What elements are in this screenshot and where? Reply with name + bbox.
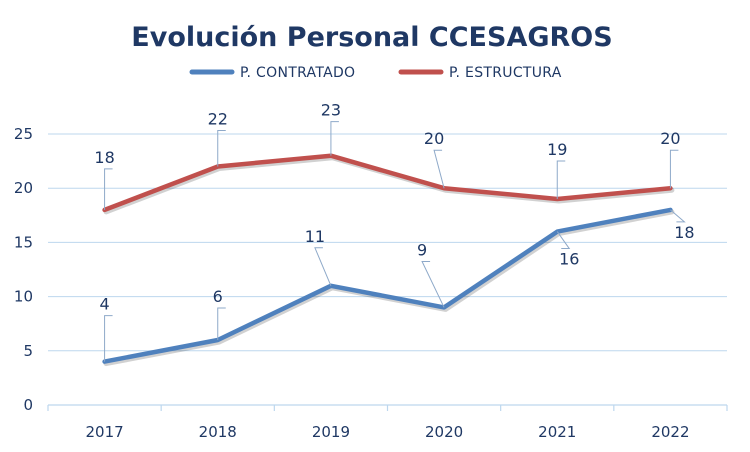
series-lines bbox=[102, 153, 675, 367]
y-axis: 0 5 10 15 20 25 bbox=[14, 125, 33, 414]
series-line-p-estructura bbox=[102, 153, 673, 213]
data-label-p-estructura-2018: 22 bbox=[208, 110, 228, 129]
leader-line-p-estructura-2022 bbox=[669, 149, 679, 189]
x-tick-label-2017: 2017 bbox=[85, 423, 123, 441]
x-tick-label-2020: 2020 bbox=[425, 423, 463, 441]
leader-line-p-estructura-2019 bbox=[330, 121, 339, 156]
y-tick-label-5: 5 bbox=[23, 342, 33, 360]
y-tick-label-15: 15 bbox=[14, 233, 33, 251]
data-label-p-estructura-2022: 20 bbox=[660, 129, 680, 148]
data-label-p-estructura-2020: 20 bbox=[424, 129, 444, 148]
data-label-p-contratado-2019: 11 bbox=[305, 227, 325, 246]
y-tick-label-20: 20 bbox=[14, 179, 33, 197]
leader-line-p-contratado-2020 bbox=[421, 260, 445, 308]
leader-line-p-contratado-2017 bbox=[104, 315, 113, 362]
x-axis: 2017 2018 2019 2020 2021 2022 bbox=[47, 404, 728, 441]
data-labels: 4 6 11 9 16 18 18 22 23 20 19 20 bbox=[94, 101, 695, 362]
chart-title: Evolución Personal CCESAGROS bbox=[131, 22, 612, 53]
data-label-p-contratado-2021: 16 bbox=[559, 250, 579, 269]
series-shadow-p-contratado bbox=[103, 209, 675, 367]
x-tick-label-2021: 2021 bbox=[538, 423, 576, 441]
data-label-p-estructura-2019: 23 bbox=[321, 101, 341, 120]
gridlines bbox=[48, 133, 727, 352]
legend-label-contratado: P. CONTRATADO bbox=[240, 65, 355, 81]
legend: P. CONTRATADO P. ESTRUCTURA bbox=[189, 65, 562, 81]
data-label-p-contratado-2020: 9 bbox=[417, 240, 427, 259]
x-tick-label-2019: 2019 bbox=[312, 423, 350, 441]
y-tick-label-10: 10 bbox=[14, 288, 33, 306]
y-tick-label-25: 25 bbox=[14, 125, 33, 143]
series-line-p-contratado bbox=[102, 207, 673, 364]
leader-line-p-estructura-2017 bbox=[104, 168, 113, 210]
legend-label-estructura: P. ESTRUCTURA bbox=[449, 65, 562, 81]
data-label-p-estructura-2017: 18 bbox=[94, 148, 114, 167]
data-label-p-contratado-2017: 4 bbox=[99, 295, 109, 314]
y-tick-label-0: 0 bbox=[23, 396, 33, 414]
leader-line-p-estructura-2021 bbox=[556, 160, 566, 200]
leader-line-p-contratado-2021 bbox=[556, 231, 571, 250]
data-label-p-contratado-2018: 6 bbox=[213, 287, 223, 306]
x-tick-label-2022: 2022 bbox=[651, 423, 689, 441]
x-tick-label-2018: 2018 bbox=[199, 423, 237, 441]
leader-line-p-contratado-2022 bbox=[670, 209, 686, 223]
leader-line-p-contratado-2019 bbox=[314, 247, 332, 286]
leader-line-p-estructura-2018 bbox=[217, 130, 226, 167]
data-label-p-estructura-2021: 19 bbox=[547, 140, 567, 159]
data-label-p-contratado-2022: 18 bbox=[674, 223, 694, 242]
leader-line-p-estructura-2020 bbox=[433, 149, 445, 189]
leader-line-p-contratado-2018 bbox=[217, 307, 226, 340]
series-shadow-p-estructura bbox=[103, 155, 675, 215]
